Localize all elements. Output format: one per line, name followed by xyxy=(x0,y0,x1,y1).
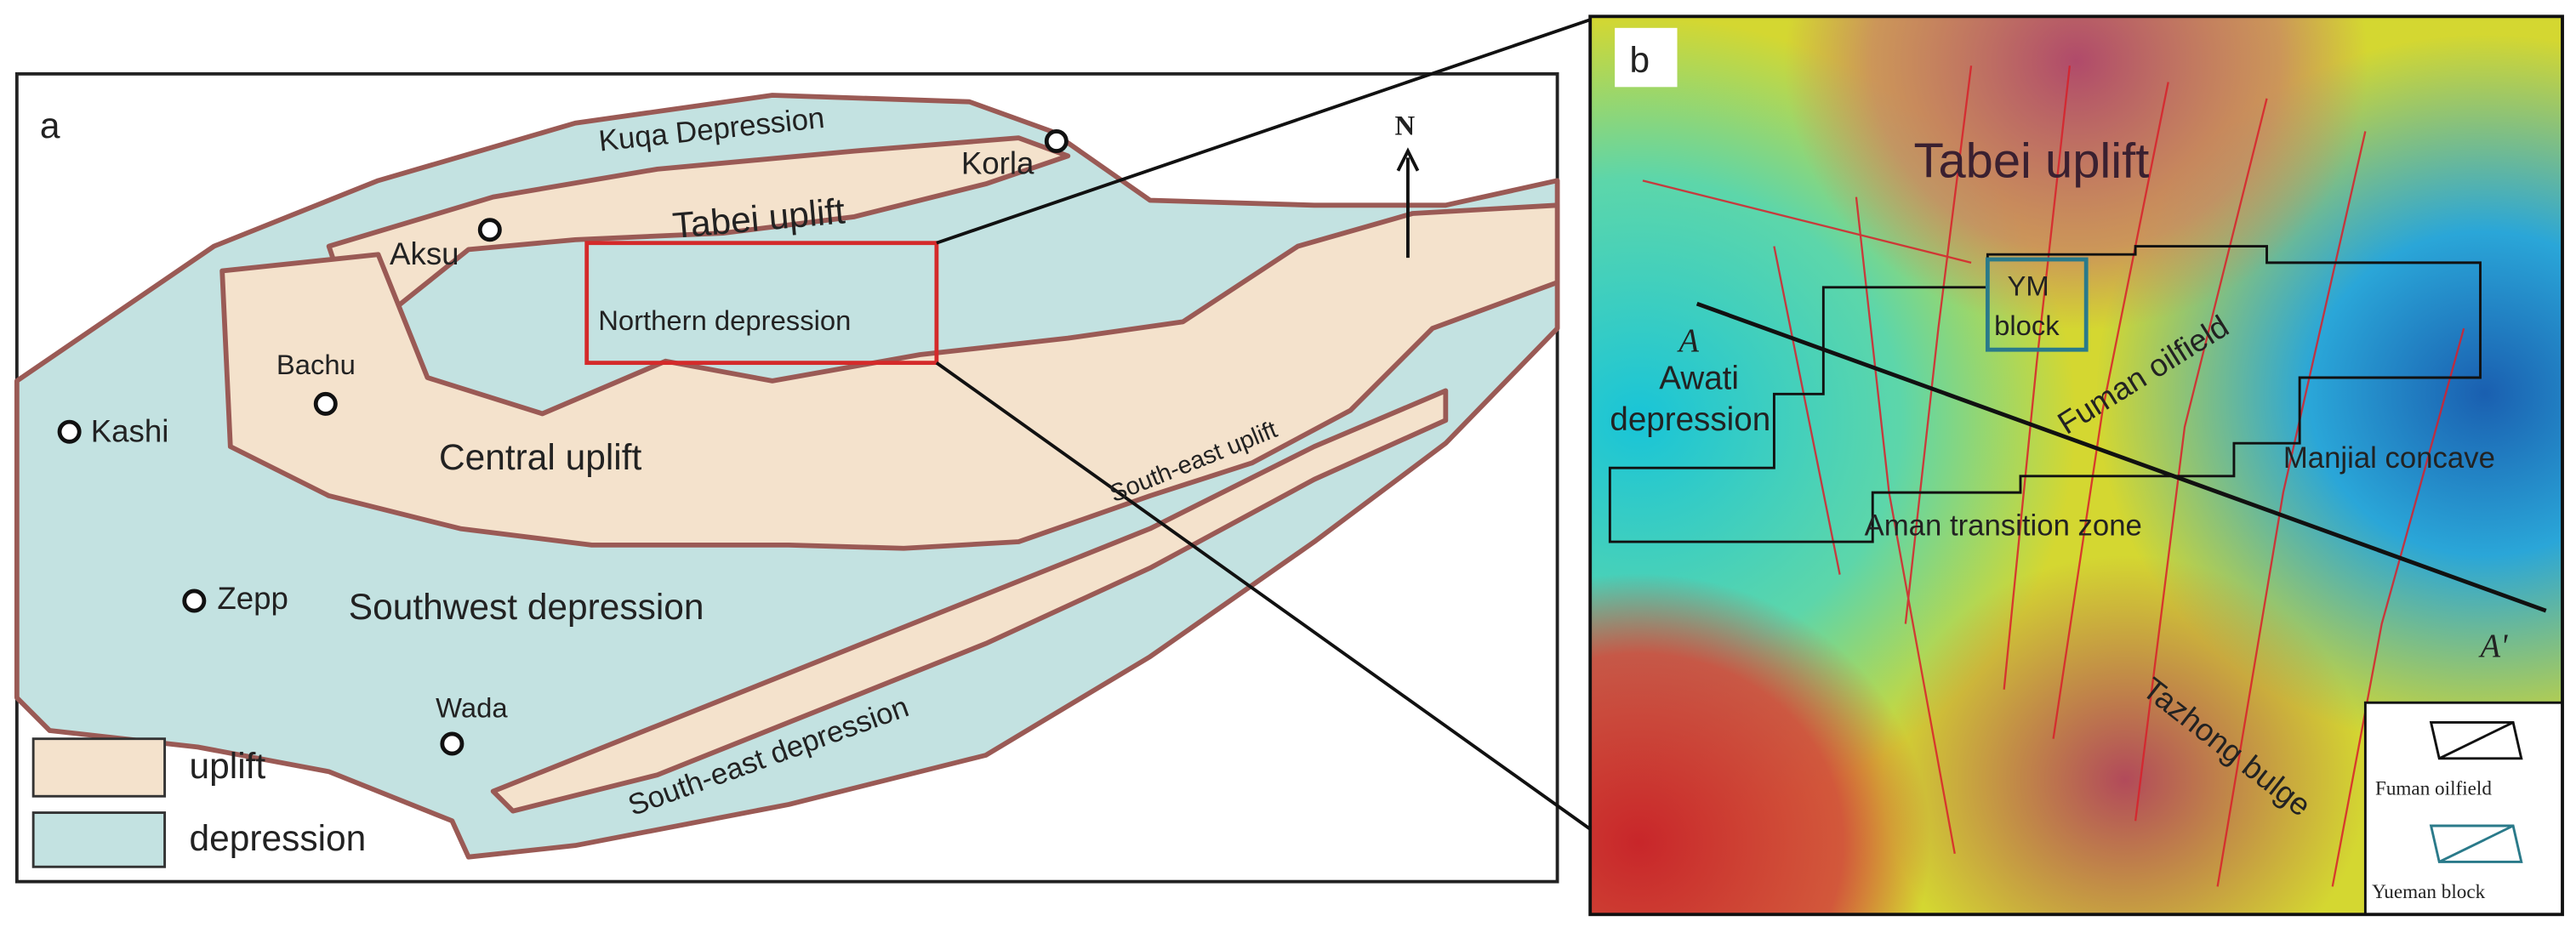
city-label: Wada xyxy=(436,692,508,724)
section-label: A' xyxy=(2477,628,2508,664)
city-marker xyxy=(440,731,464,756)
section-line xyxy=(1695,301,2547,613)
city-markers xyxy=(57,129,1069,756)
block-label: block xyxy=(1994,310,2060,341)
connector-line xyxy=(936,18,1591,245)
panel-b-frame xyxy=(1588,14,2564,917)
north-arrowhead xyxy=(1396,147,1420,172)
legend-box xyxy=(2363,701,2563,915)
block-label: YM xyxy=(2008,270,2049,301)
legend-swatch xyxy=(2429,720,2523,760)
fault xyxy=(1904,65,1973,624)
legend-swatch xyxy=(2429,824,2523,863)
panel-label: a xyxy=(40,105,60,145)
legend-label: Yueman block xyxy=(2372,881,2486,903)
panel-b-map xyxy=(1590,16,2563,915)
fault xyxy=(1642,179,1972,264)
region-label: Manjial concave xyxy=(2283,442,2495,475)
ym-block-outline xyxy=(1985,257,2089,352)
city-label: Zepp xyxy=(217,581,288,616)
region-label: Southwest depression xyxy=(349,587,704,627)
fault xyxy=(2003,65,2072,690)
city-label: Korla xyxy=(961,146,1034,181)
south-east-uplift-area xyxy=(490,388,1449,814)
city-marker xyxy=(313,391,338,416)
panel-label: b xyxy=(1630,40,1650,80)
legend-label: Fuman oilfield xyxy=(2375,777,2492,799)
region-label: Aman transition zone xyxy=(1865,509,2142,542)
fault xyxy=(2216,131,2367,887)
region-label: depression xyxy=(1610,401,1770,438)
city-marker xyxy=(477,218,502,242)
region-label: Awati xyxy=(1659,361,1739,397)
panel-label-bg xyxy=(1615,27,1678,88)
region-label: Central uplift xyxy=(439,437,642,477)
legend-label: depression xyxy=(190,818,367,858)
city-marker xyxy=(57,419,82,444)
city-label: Kashi xyxy=(91,413,169,448)
city-label: Aksu xyxy=(390,236,459,271)
city-marker xyxy=(182,589,207,613)
section-label: A xyxy=(1676,323,1699,359)
fault xyxy=(2052,82,2169,739)
connector-line xyxy=(935,361,1592,831)
city-marker xyxy=(1044,129,1069,154)
north-label: N xyxy=(1394,111,1415,141)
region-label: Tabei uplift xyxy=(1913,134,2149,188)
fault xyxy=(1773,246,1841,575)
legend-label: uplift xyxy=(190,746,266,786)
study-area-box xyxy=(584,241,939,366)
tabei-uplift-area xyxy=(326,135,1071,311)
city-label: Bachu xyxy=(276,349,356,380)
legend-swatch xyxy=(31,737,167,798)
region-label: Northern depression xyxy=(598,304,851,336)
fuman-oilfield-outline xyxy=(1608,245,2482,543)
fault xyxy=(2331,327,2465,887)
fault xyxy=(2134,98,2268,822)
legend-swatch xyxy=(31,811,167,868)
basin-map xyxy=(14,93,1560,860)
